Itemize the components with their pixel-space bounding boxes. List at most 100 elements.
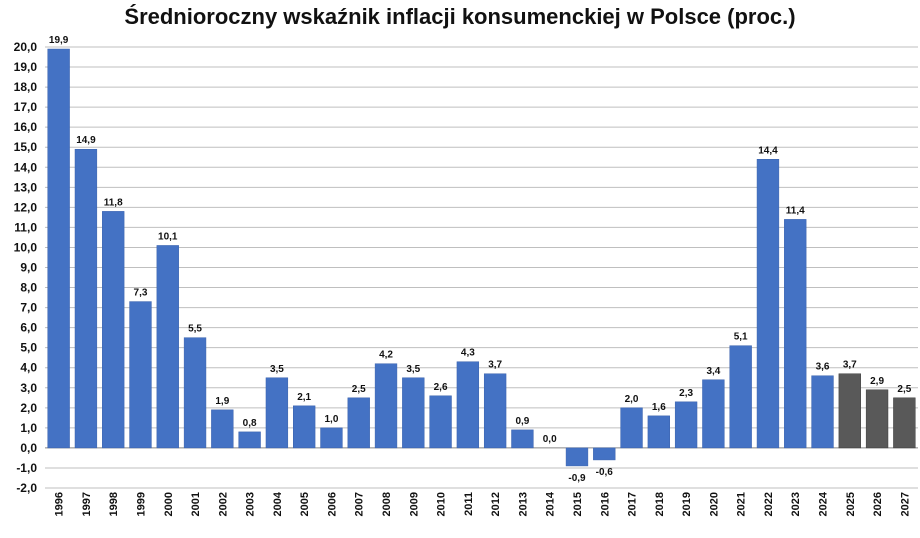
- x-tick-label-2013: 2013: [517, 492, 529, 516]
- x-tick-label-2011: 2011: [463, 492, 475, 516]
- y-tick-label: 11,0: [14, 220, 37, 234]
- bar-2010: [429, 395, 452, 449]
- y-tick-label: 3,0: [20, 381, 37, 395]
- data-label-2024: 3,6: [816, 362, 830, 373]
- bar-2008: [374, 363, 398, 449]
- data-label-2008: 4,2: [379, 350, 393, 361]
- data-label-2020: 3,4: [706, 366, 720, 377]
- x-tick-label-2027: 2027: [899, 492, 911, 516]
- x-tick-label-2002: 2002: [217, 492, 229, 516]
- bar-2026: [865, 389, 889, 449]
- y-tick-label: -2,0: [16, 481, 37, 495]
- bar-2017: [620, 407, 643, 449]
- chart-title: Średnioroczny wskaźnik inflacji konsumen…: [124, 4, 796, 29]
- y-tick-label: -1,0: [16, 461, 37, 475]
- bar-2004: [265, 377, 289, 449]
- data-label-2010: 2,6: [434, 382, 448, 393]
- y-tick-label: 5,0: [20, 341, 37, 355]
- y-tick-label: 0,0: [20, 441, 37, 455]
- data-label-2009: 3,5: [406, 364, 420, 375]
- x-tick-label-2021: 2021: [736, 492, 748, 516]
- y-tick-label: 13,0: [14, 180, 38, 194]
- bar-2022: [756, 159, 780, 449]
- x-tick-label-2026: 2026: [872, 492, 884, 516]
- x-tick-label-2004: 2004: [272, 491, 284, 516]
- x-tick-label-2007: 2007: [354, 492, 366, 516]
- data-label-2019: 2,3: [679, 388, 693, 399]
- x-tick-label-2000: 2000: [163, 492, 175, 516]
- y-tick-label: 8,0: [20, 281, 37, 295]
- y-tick-label: 4,0: [20, 361, 37, 375]
- y-tick-label: 10,0: [14, 240, 38, 254]
- bar-2009: [402, 377, 425, 449]
- x-tick-label-2023: 2023: [790, 492, 802, 516]
- bar-1997: [74, 148, 98, 449]
- y-tick-label: 6,0: [20, 321, 37, 335]
- bar-2016: [593, 447, 616, 461]
- x-tick-label-2010: 2010: [436, 492, 448, 516]
- data-label-2023: 11,4: [786, 205, 805, 216]
- data-label-2002: 1,9: [215, 396, 229, 407]
- data-label-2027: 2,5: [897, 384, 911, 395]
- data-label-1998: 11,8: [104, 197, 123, 208]
- data-label-2003: 0,8: [243, 418, 257, 429]
- y-tick-label: 17,0: [14, 100, 38, 114]
- data-label-2007: 2,5: [352, 384, 366, 395]
- data-label-2011: 4,3: [461, 348, 475, 359]
- data-label-2013: 0,9: [515, 416, 529, 427]
- bar-2000: [156, 245, 179, 449]
- x-tick-label-2016: 2016: [599, 492, 611, 516]
- data-label-2015: -0,9: [568, 473, 586, 484]
- x-tick-label-2024: 2024: [818, 491, 830, 516]
- y-tick-label: 20,0: [14, 40, 38, 54]
- x-tick-label-1998: 1998: [108, 492, 120, 516]
- bar-1996: [47, 48, 70, 449]
- x-tick-label-2005: 2005: [299, 492, 311, 516]
- data-label-2017: 2,0: [625, 394, 639, 405]
- y-tick-label: 15,0: [14, 140, 38, 154]
- y-tick-label: 7,0: [20, 301, 37, 315]
- data-label-1999: 7,3: [134, 288, 148, 299]
- x-tick-label-2014: 2014: [545, 491, 557, 516]
- x-tick-label-2019: 2019: [681, 492, 693, 516]
- x-tick-label-2001: 2001: [190, 492, 202, 516]
- y-tick-label: 12,0: [14, 200, 38, 214]
- data-label-2004: 3,5: [270, 364, 284, 375]
- x-tick-label-1997: 1997: [81, 492, 93, 516]
- x-tick-label-2012: 2012: [490, 492, 502, 516]
- bar-2024: [811, 375, 834, 449]
- data-label-2021: 5,1: [734, 332, 748, 343]
- x-tick-label-2009: 2009: [408, 492, 420, 516]
- y-tick-label: 2,0: [20, 401, 37, 415]
- bar-2021: [729, 345, 752, 449]
- x-tick-label-2022: 2022: [763, 492, 775, 516]
- y-tick-label: 16,0: [14, 120, 38, 134]
- bar-2001: [183, 337, 207, 449]
- data-label-2016: -0,6: [596, 467, 614, 478]
- x-tick-label-2020: 2020: [708, 492, 720, 516]
- y-tick-label: 9,0: [20, 261, 37, 275]
- bar-2025: [838, 373, 861, 449]
- y-tick-label: 18,0: [14, 80, 38, 94]
- data-label-2000: 10,1: [158, 231, 178, 242]
- bar-2005: [293, 405, 316, 449]
- bar-2015: [565, 447, 589, 467]
- bar-2018: [647, 415, 670, 449]
- data-label-2018: 1,6: [652, 402, 666, 413]
- x-tick-label-2025: 2025: [845, 492, 857, 516]
- data-label-2012: 3,7: [488, 360, 502, 371]
- data-label-2022: 14,4: [758, 145, 778, 156]
- bar-2019: [674, 401, 698, 449]
- x-tick-label-2018: 2018: [654, 492, 666, 516]
- data-label-2001: 5,5: [188, 324, 202, 335]
- bar-2002: [211, 409, 234, 449]
- x-tick-label-2017: 2017: [627, 492, 639, 516]
- x-tick-label-2003: 2003: [245, 492, 257, 516]
- bar-2023: [784, 219, 807, 449]
- bar-2013: [511, 429, 534, 449]
- data-label-1997: 14,9: [76, 135, 96, 146]
- data-label-2025: 3,7: [843, 360, 857, 371]
- y-tick-label: 1,0: [20, 421, 37, 435]
